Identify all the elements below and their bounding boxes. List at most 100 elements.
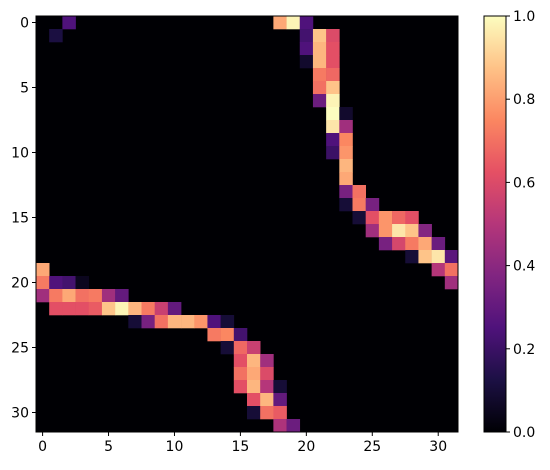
heatmap-cell [312, 81, 327, 95]
heatmap-cell [62, 276, 76, 290]
heatmap-cell [101, 302, 116, 316]
heatmap-area [35, 15, 459, 433]
plot-frame [35, 15, 459, 433]
heatmap-cell [299, 42, 314, 56]
heatmap-cell [260, 393, 274, 407]
heatmap-cell [378, 224, 393, 238]
colorbar-tick-label: 0.0 [513, 425, 535, 441]
heatmap-cell [273, 16, 287, 30]
heatmap-cell [36, 289, 50, 303]
heatmap-cell [431, 237, 446, 251]
heatmap-cell [260, 367, 274, 381]
heatmap-cell [194, 315, 208, 329]
heatmap-cell [247, 393, 261, 407]
heatmap-cell [405, 211, 419, 225]
heatmap-cell [312, 42, 327, 56]
heatmap-cell [326, 120, 340, 134]
heatmap-cell [36, 276, 50, 290]
heatmap-cell [365, 198, 380, 212]
heatmap-cell [62, 302, 76, 316]
heatmap-cell [326, 146, 340, 160]
colorbar-gradient [483, 15, 507, 433]
heatmap-cell [392, 237, 406, 251]
heatmap-cell [273, 380, 287, 394]
heatmap-cell [128, 315, 142, 329]
heatmap-cell [286, 16, 301, 30]
heatmap-cell [326, 107, 340, 121]
heatmap-cell [154, 302, 169, 316]
heatmap-cell [75, 276, 90, 290]
heatmap-cell [339, 107, 353, 121]
heatmap-cell [312, 68, 327, 82]
heatmap-cell [365, 224, 380, 238]
x-axis: 0 5 10 15 20 25 30 [38, 432, 447, 455]
colorbar-tick-label: 0.4 [513, 259, 535, 275]
heatmap-cell [247, 406, 261, 420]
heatmap-cell [167, 315, 182, 329]
heatmap-cell [339, 159, 353, 173]
y-tick-label: 20 [11, 276, 29, 292]
heatmap-cell [128, 302, 142, 316]
heatmap-cell [339, 172, 353, 186]
heatmap-cell [418, 250, 432, 264]
heatmap-cell [431, 263, 446, 277]
heatmap-cell [444, 250, 459, 264]
heatmap-cell [260, 406, 274, 420]
heatmap-cell [326, 133, 340, 147]
heatmap-cell [339, 198, 353, 212]
heatmap-cell [260, 354, 274, 368]
colorbar-tick-label: 0.6 [513, 175, 535, 191]
heatmap-cell [418, 224, 432, 238]
y-tick-label: 10 [11, 146, 29, 162]
heatmap-cell [220, 328, 235, 342]
heatmap-cell [405, 237, 419, 251]
y-tick-label: 5 [20, 81, 29, 97]
heatmap-cell [233, 354, 248, 368]
colorbar: 0.0 0.2 0.4 0.6 0.8 1.0 [483, 9, 535, 441]
heatmap-cell [141, 315, 155, 329]
y-tick-label: 15 [11, 211, 29, 227]
heatmap-cell [62, 16, 76, 30]
heatmap-cell [378, 211, 393, 225]
heatmap-cell [233, 367, 248, 381]
heatmap-cell [312, 55, 327, 69]
heatmap-cell [167, 302, 182, 316]
heatmap-cell [299, 16, 314, 30]
heatmap-cell [339, 146, 353, 160]
y-tick-label: 25 [11, 341, 29, 357]
x-tick-label: 10 [166, 439, 184, 455]
heatmap-cell [352, 185, 366, 199]
heatmap-cell [247, 380, 261, 394]
heatmap-cell [326, 55, 340, 69]
colorbar-tick-label: 0.2 [513, 342, 535, 358]
heatmap-cell [181, 315, 195, 329]
x-tick-label: 25 [363, 439, 381, 455]
heatmap-cell [418, 237, 432, 251]
heatmap-cell [115, 302, 129, 316]
heatmap-cell [444, 263, 459, 277]
heatmap-cell [247, 341, 261, 355]
heatmap-cell [207, 328, 221, 342]
heatmap-cell [36, 263, 50, 277]
heatmap-cell [392, 224, 406, 238]
heatmap-cell [392, 211, 406, 225]
heatmap-cell [339, 185, 353, 199]
heatmap-cell [49, 29, 63, 43]
heatmap-cell [444, 276, 459, 290]
heatmap-cell [378, 237, 393, 251]
x-tick-label: 30 [429, 439, 447, 455]
x-tick-label: 5 [104, 439, 113, 455]
heatmap-cell [233, 380, 248, 394]
heatmap-cell [220, 315, 235, 329]
x-tick-label: 0 [38, 439, 47, 455]
heatmap-cell [299, 29, 314, 43]
heatmap-cell [326, 29, 340, 43]
heatmap-cell [431, 250, 446, 264]
heatmap-cell [352, 198, 366, 212]
heatmap-cell [75, 289, 90, 303]
heatmap-cell [273, 393, 287, 407]
heatmap-cell [286, 419, 301, 433]
heatmap-cell [49, 289, 63, 303]
